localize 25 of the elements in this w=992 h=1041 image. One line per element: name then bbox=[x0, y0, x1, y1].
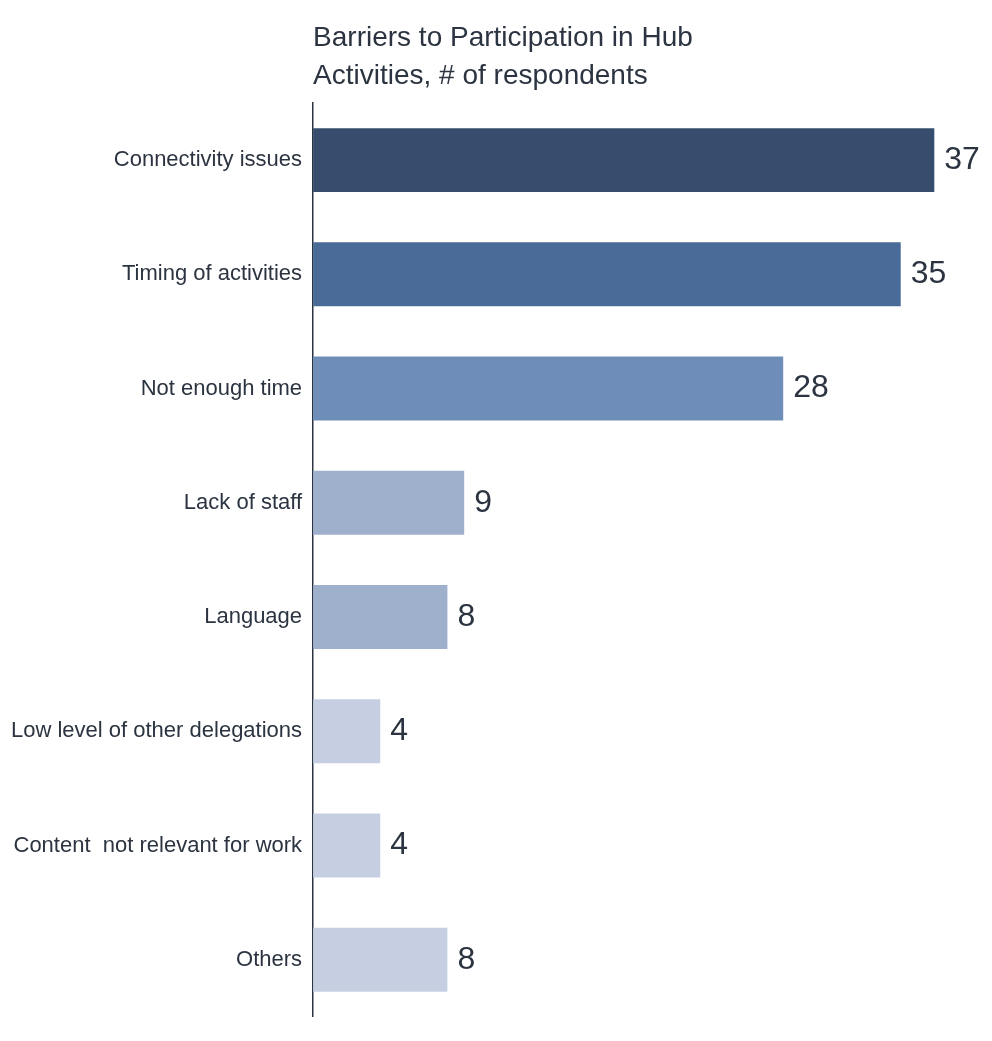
data-label: 8 bbox=[457, 596, 476, 633]
y-tick-label: Not enough time bbox=[140, 374, 303, 400]
y-tick-label: Timing of activities bbox=[121, 260, 303, 286]
y-tick-label: Language bbox=[204, 603, 303, 629]
bar bbox=[313, 699, 381, 764]
bar bbox=[313, 470, 465, 535]
data-label: 28 bbox=[793, 368, 829, 405]
y-tick-label: Lack of staff bbox=[183, 488, 303, 514]
data-label: 37 bbox=[944, 139, 980, 176]
bar bbox=[313, 356, 784, 421]
data-label: 4 bbox=[390, 711, 409, 748]
data-label: 35 bbox=[910, 254, 947, 291]
bar bbox=[313, 813, 381, 878]
data-label: 9 bbox=[474, 482, 492, 519]
data-label: 4 bbox=[390, 825, 409, 862]
y-tick-label: Low level of other delegations bbox=[10, 717, 303, 743]
y-tick-label: Connectivity issues bbox=[113, 146, 303, 172]
bar bbox=[313, 128, 935, 193]
bar bbox=[313, 927, 448, 992]
y-tick-label: Others bbox=[236, 945, 303, 971]
data-label: 8 bbox=[457, 939, 476, 976]
bar bbox=[313, 585, 448, 649]
y-tick-label: Content not relevant for work bbox=[13, 831, 304, 857]
chart-title: Barriers to Participation in Hub Activities, # of respondents bbox=[313, 21, 693, 90]
bar bbox=[313, 242, 901, 307]
